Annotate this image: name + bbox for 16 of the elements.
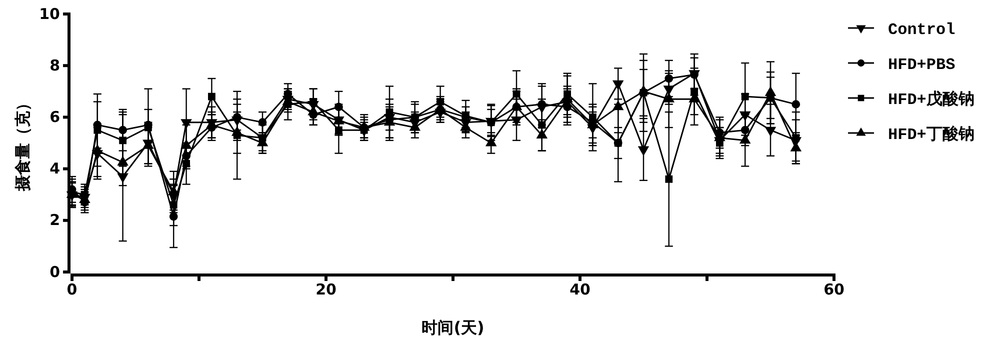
legend-label: Control <box>888 21 956 39</box>
legend-label: HFD+PBS <box>888 56 956 74</box>
legend-label: HFD+丁酸钠 <box>888 125 974 144</box>
x-tick-label: 20 <box>316 280 336 299</box>
y-tick-label: 2 <box>50 211 60 230</box>
y-tick-label: 4 <box>50 160 60 178</box>
y-axis-title: 摄食量（克） <box>13 95 32 192</box>
x-tick-label: 60 <box>824 280 844 299</box>
y-tick-label: 6 <box>50 108 60 126</box>
y-tick-label: 10 <box>39 4 60 23</box>
y-tick-label: 0 <box>50 262 60 281</box>
x-tick-label: 0 <box>66 280 78 299</box>
x-axis-title: 时间(天) <box>422 318 484 337</box>
y-tick-label: 8 <box>50 56 60 74</box>
x-tick-label: 40 <box>570 280 590 299</box>
legend-label: HFD+戊酸钠 <box>888 90 974 109</box>
